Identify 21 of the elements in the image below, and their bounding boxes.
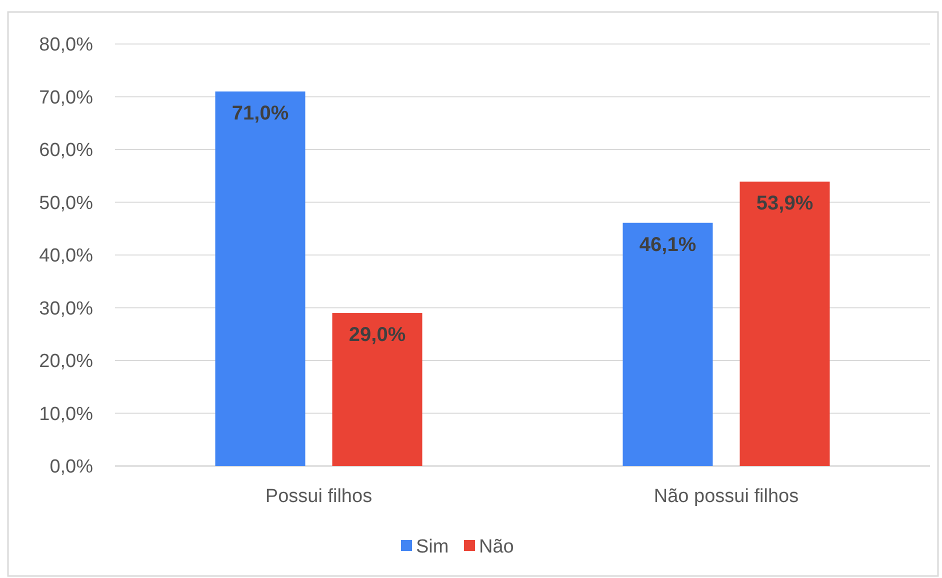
- bar: [740, 182, 830, 466]
- x-tick-label: Possui filhos: [265, 486, 372, 507]
- y-tick-label: 60,0%: [39, 140, 94, 162]
- x-tick-label: Não possui filhos: [654, 486, 799, 507]
- data-label: 53,9%: [756, 192, 814, 215]
- y-tick-label: 70,0%: [39, 87, 94, 108]
- y-tick-label: 50,0%: [39, 192, 94, 214]
- legend-label: Sim: [416, 536, 449, 558]
- data-label: 29,0%: [348, 324, 406, 346]
- y-tick-label: 0,0%: [50, 456, 94, 478]
- bar: [622, 222, 713, 466]
- data-label: 46,1%: [639, 234, 696, 256]
- bar: [332, 313, 422, 466]
- bar: [215, 91, 306, 466]
- y-tick-label: 10,0%: [39, 404, 94, 425]
- y-tick-label: 30,0%: [39, 298, 94, 320]
- y-tick-label: 80,0%: [39, 34, 94, 56]
- y-tick-label: 40,0%: [39, 246, 94, 267]
- data-label: 71,0%: [232, 102, 289, 124]
- y-tick-label: 20,0%: [39, 351, 94, 372]
- legend-label: Não: [479, 536, 514, 558]
